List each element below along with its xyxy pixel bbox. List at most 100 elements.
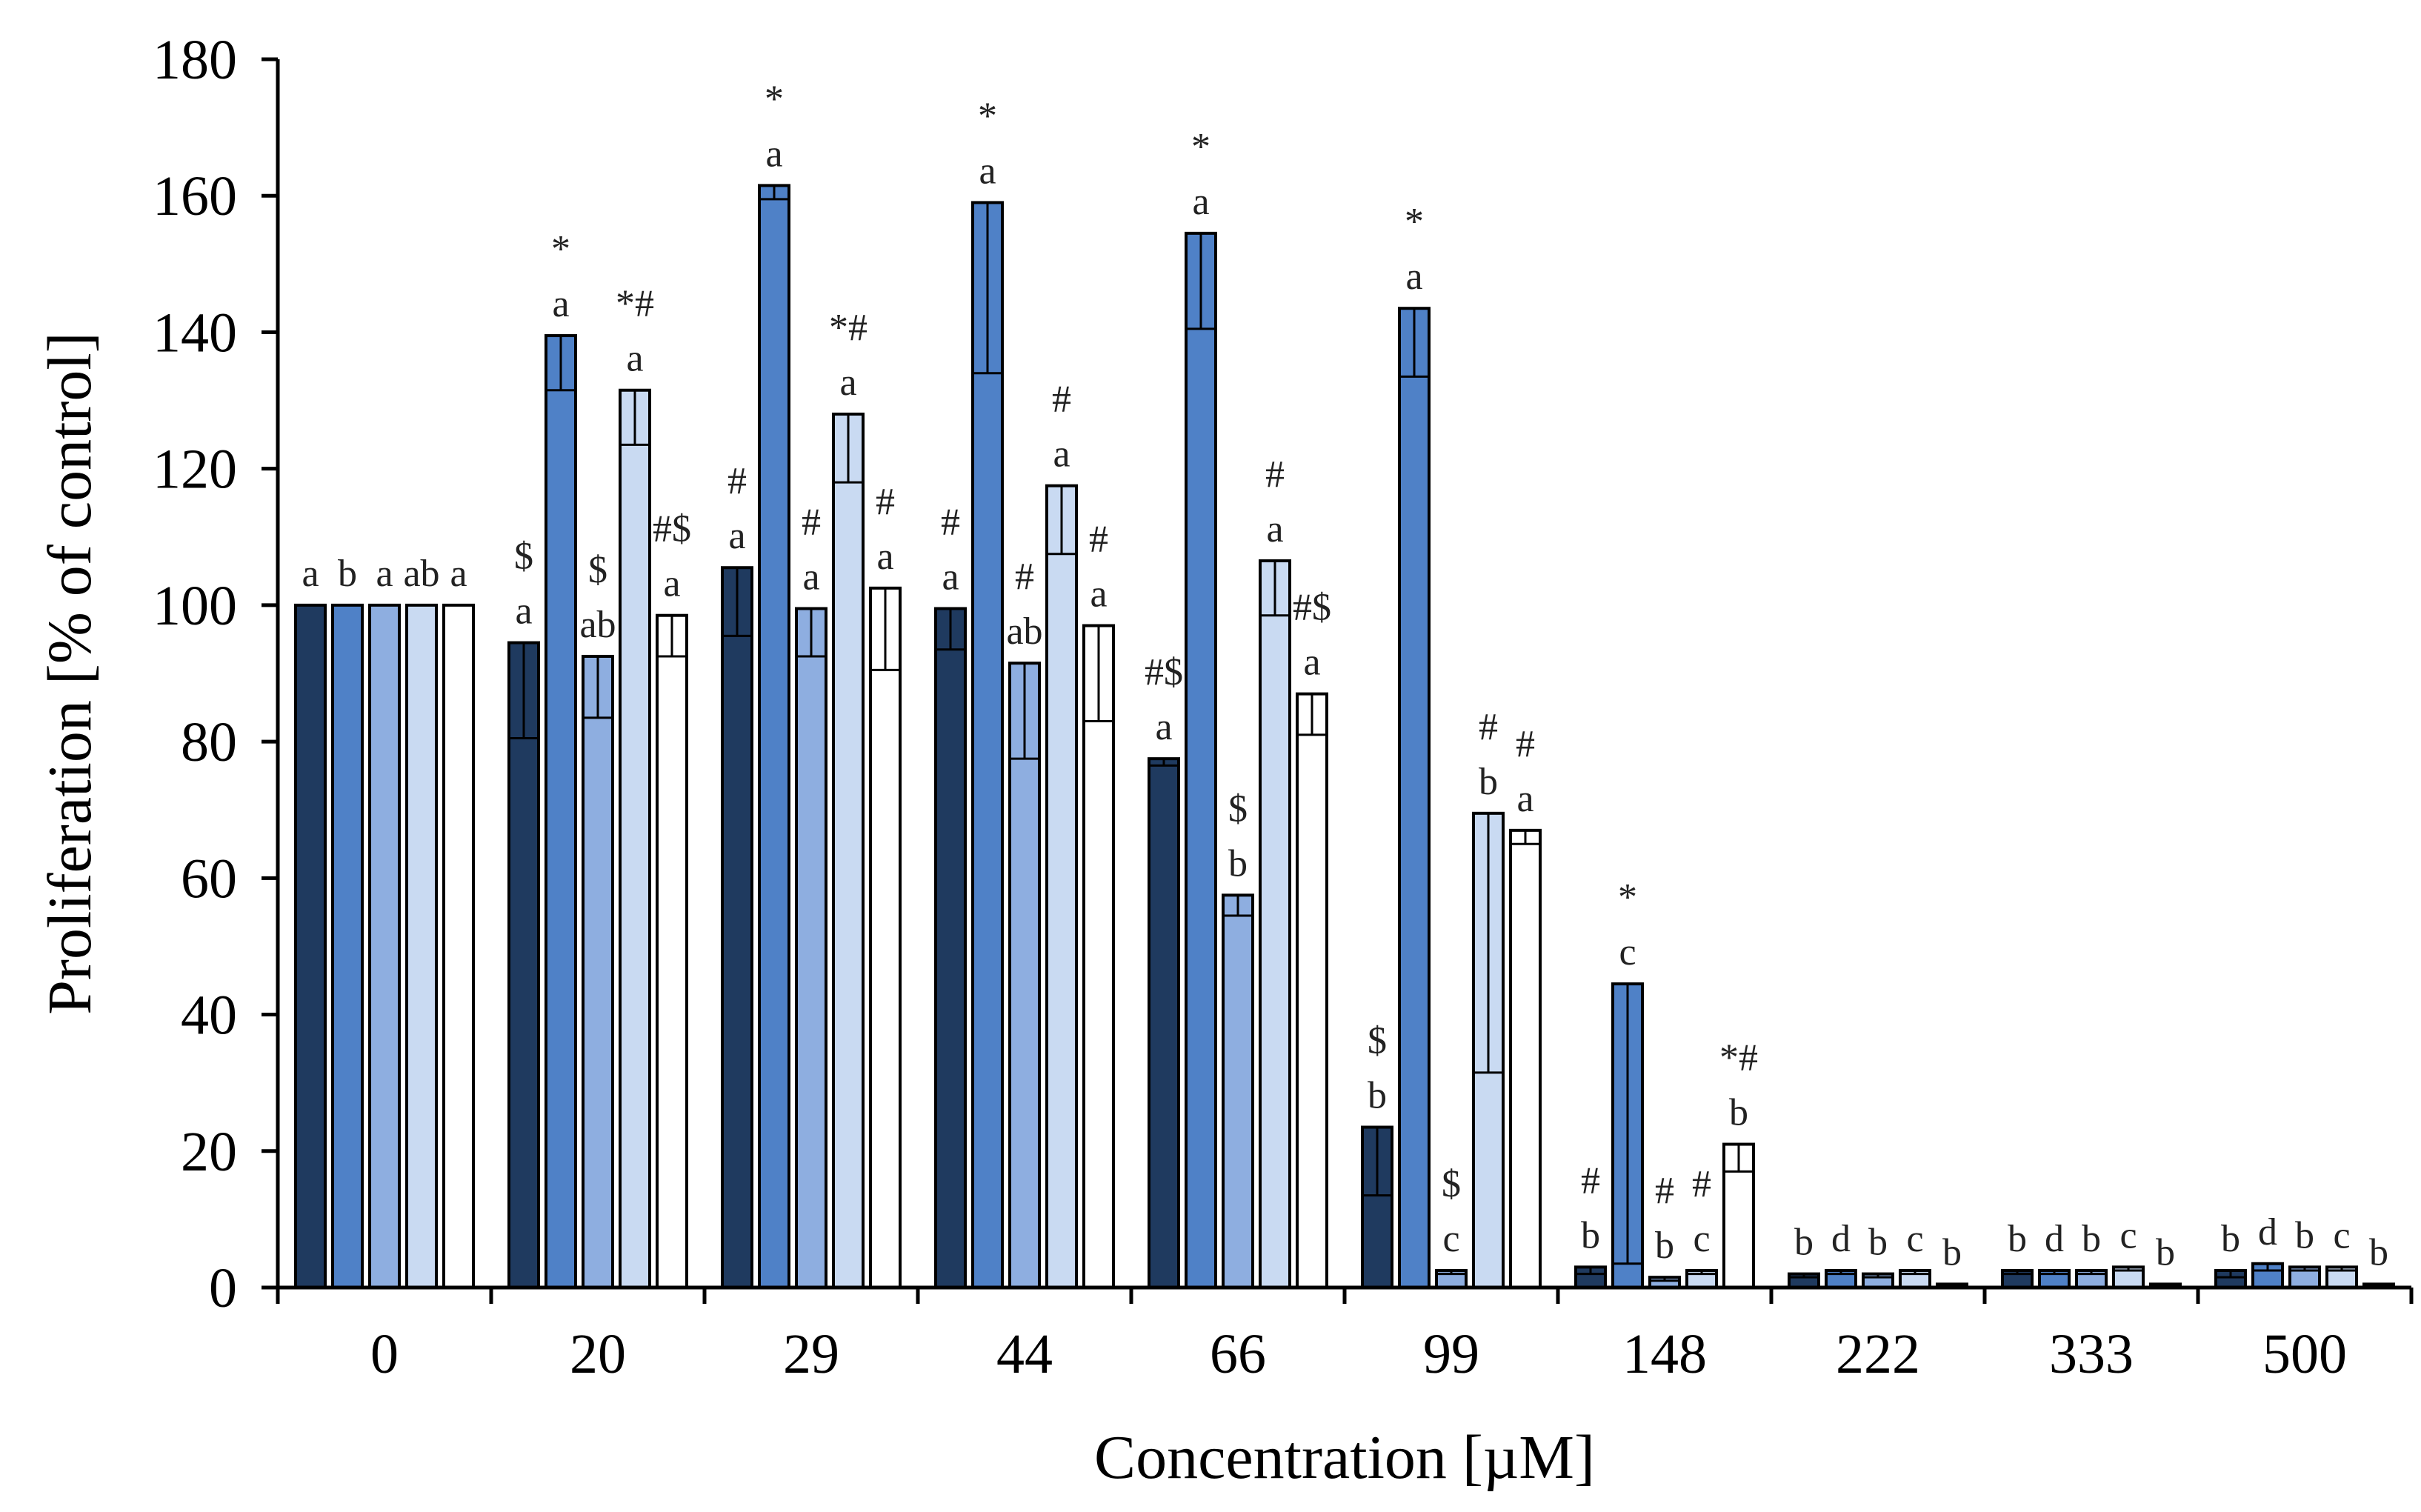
x-tick-label: 99 [1423,1323,1479,1385]
significance-label: a [450,553,467,595]
x-tick-label: 0 [370,1323,399,1385]
significance-label: # [1516,723,1535,765]
significance-label: a [663,563,680,605]
significance-label: # [727,460,747,502]
significance-label: # [1052,379,1071,421]
significance-label: a [1090,573,1107,616]
bars-group [294,184,2395,1290]
significance-label: # [941,501,960,543]
significance-label: b [1655,1225,1674,1267]
bar [405,603,438,1289]
y-tick-label: 120 [153,439,237,501]
error-bars-group [510,185,2392,1287]
bar [832,412,865,1289]
bar [507,641,540,1289]
y-tick-label: 60 [181,847,237,910]
significance-label: $ [1228,787,1248,830]
significance-label: a [1192,181,1209,223]
ticks-group: 0 20 40 60 80 100 120 140 160 180 0 20 29 44 66 99 148 22… [153,29,2414,1385]
significance-label: # [1655,1170,1674,1212]
significance-label: b [1581,1214,1600,1256]
significance-label: c [2333,1214,2350,1256]
significance-label: a [765,133,782,175]
bar [1259,559,1291,1289]
significance-label: a [1303,642,1320,684]
significance-label: *# [829,307,868,349]
bar [1148,757,1180,1289]
significance-label: d [2258,1211,2277,1253]
significance-label: # [876,481,895,523]
significance-label: a [979,150,996,192]
significance-label: #$ [1293,587,1331,629]
x-tick-label: 44 [996,1323,1053,1385]
x-tick-label: 66 [1210,1323,1266,1385]
significance-label: b [2295,1214,2314,1256]
significance-label: a [1405,256,1422,298]
significance-label: a [552,283,569,325]
significance-label: *# [1719,1037,1758,1079]
significance-label: c [2119,1214,2137,1256]
significance-label: a [1266,508,1283,550]
significance-label: b [338,553,357,595]
significance-label: b [1942,1231,1962,1273]
y-axis-title: Proliferation [% of control] [36,332,104,1014]
significance-label: $ [1442,1163,1461,1205]
significance-label: * [551,228,570,270]
annotations-group: a $a#a #a#$a$b#b b b bb*a*a*a*a *a*cd d da $ab#a #… [302,78,2388,1273]
bar [1296,692,1328,1289]
bar [442,603,475,1289]
significance-label: a [728,515,745,557]
significance-label: * [1191,126,1210,168]
bar [721,566,753,1289]
y-tick-label: 80 [181,711,237,773]
significance-label: a [876,536,893,578]
significance-label: # [1015,556,1034,598]
significance-label: # [1479,706,1498,748]
y-tick-label: 180 [153,29,237,91]
bar [795,607,827,1289]
y-tick-label: 20 [181,1121,237,1183]
significance-label: c [1906,1218,1923,1260]
bar [1082,624,1115,1289]
bar [758,184,790,1290]
significance-label: c [1442,1218,1459,1260]
significance-label: b [1729,1092,1748,1134]
x-tick-label: 148 [1622,1323,1707,1385]
significance-label: $ [1368,1020,1387,1062]
x-tick-label: 222 [1836,1323,1920,1385]
significance-label: b [1368,1075,1387,1117]
significance-label: # [1692,1163,1711,1205]
significance-label: c [1693,1218,1710,1260]
x-axis-title: Concentration [µM] [1094,1423,1595,1492]
y-tick-label: 160 [153,165,237,227]
significance-label: b [2369,1231,2388,1273]
bar [545,334,577,1289]
bar [934,607,967,1289]
x-tick-label: 29 [783,1323,839,1385]
significance-label: * [1405,201,1424,243]
significance-label: c [1619,931,1636,973]
y-tick-label: 100 [153,575,237,637]
significance-label: ab [403,553,439,595]
significance-label: a [626,338,643,380]
significance-label: * [765,78,784,120]
bar [331,603,364,1289]
significance-label: *# [616,283,654,325]
significance-label: ab [579,604,616,646]
significance-label: a [942,556,959,598]
y-tick-label: 40 [181,985,237,1047]
significance-label: d [2045,1218,2064,1260]
significance-label: b [1794,1222,1814,1264]
bar [1222,893,1254,1289]
significance-label: ab [1006,610,1042,653]
significance-label: a [802,556,819,598]
bar [656,613,688,1289]
significance-label: a [515,590,532,633]
significance-label: a [1516,778,1533,820]
significance-label: b [1228,842,1248,885]
bar [368,603,401,1289]
significance-label: a [1053,433,1070,476]
significance-label: a [376,553,393,595]
